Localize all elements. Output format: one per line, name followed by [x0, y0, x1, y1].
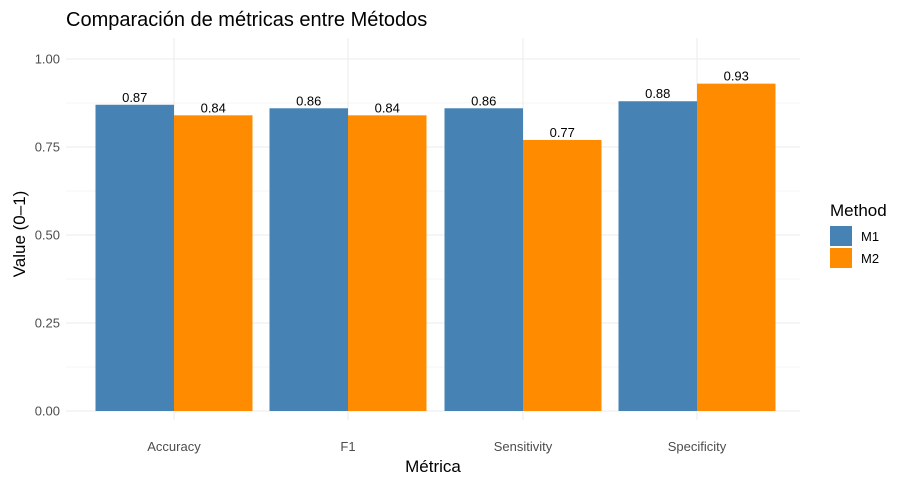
- y-axis-title: Value (0–1): [10, 191, 29, 278]
- x-axis-title: Métrica: [405, 457, 461, 476]
- bar-m2: [174, 115, 253, 411]
- y-tick-label: 1.00: [35, 52, 60, 67]
- bar-value-label: 0.88: [645, 86, 670, 101]
- y-tick-label: 0.75: [35, 140, 60, 155]
- x-tick-label: Specificity: [668, 439, 727, 454]
- y-tick-label: 0.00: [35, 404, 60, 419]
- bar-value-label: 0.86: [471, 93, 496, 108]
- x-tick-label: Accuracy: [147, 439, 201, 454]
- bar-m1: [95, 104, 174, 411]
- bar-m1: [269, 108, 348, 411]
- bars: [95, 83, 776, 412]
- bar-m2: [697, 83, 776, 411]
- legend-key-m2: [830, 248, 852, 268]
- bar-value-label: 0.77: [550, 125, 575, 140]
- x-axis-ticks: Accuracy F1 Sensitivity Specificity: [147, 439, 726, 454]
- y-tick-label: 0.25: [35, 316, 60, 331]
- x-tick-label: Sensitivity: [494, 439, 553, 454]
- bar-m1: [444, 108, 523, 411]
- bar-value-label: 0.93: [724, 69, 749, 84]
- bar-labels: 0.87 0.84 0.86 0.84 0.86 0.77 0.88 0.93: [122, 69, 749, 140]
- bar-value-label: 0.86: [296, 93, 321, 108]
- y-tick-label: 0.50: [35, 228, 60, 243]
- legend-key-m1: [830, 226, 852, 246]
- legend-title: Method: [830, 201, 887, 220]
- bar-m2: [348, 115, 427, 411]
- bar-m1: [618, 101, 697, 412]
- bar-value-label: 0.87: [122, 90, 147, 105]
- legend-label: M2: [861, 251, 879, 266]
- chart-title: Comparación de métricas entre Métodos: [66, 9, 427, 31]
- bar-m2: [523, 139, 602, 411]
- y-axis-ticks: 0.00 0.25 0.50 0.75 1.00: [35, 52, 60, 419]
- bar-value-label: 0.84: [375, 100, 400, 115]
- legend-label: M1: [861, 229, 879, 244]
- x-tick-label: F1: [340, 439, 355, 454]
- bar-value-label: 0.84: [201, 100, 226, 115]
